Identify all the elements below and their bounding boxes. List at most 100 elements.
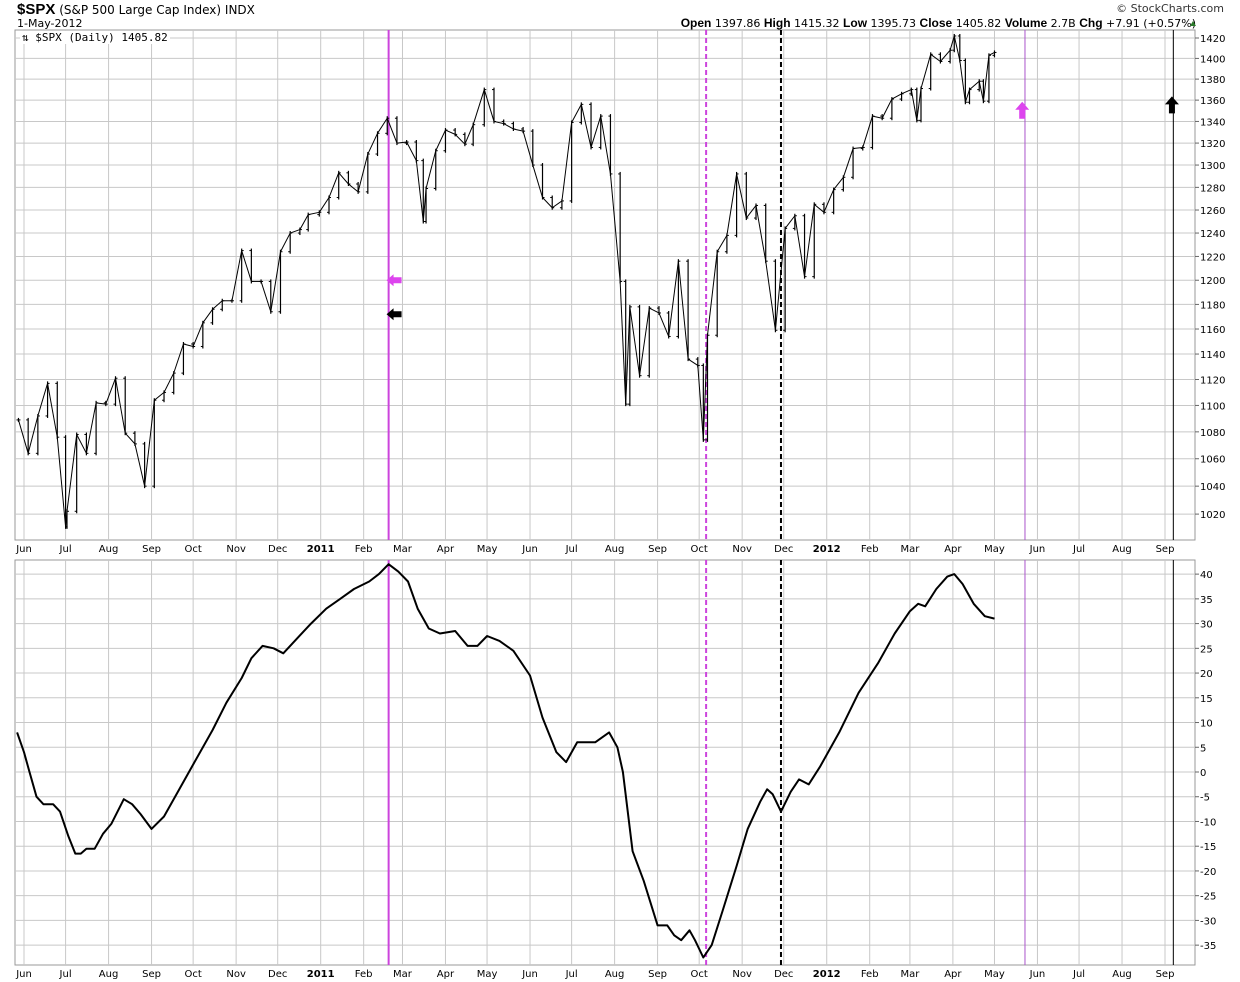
price-connector [357,153,369,192]
chg-value: +7.91 (+0.57%) [1106,17,1196,30]
y-tick-label: 1100 [1200,401,1225,412]
price-connector [260,281,272,312]
chart-title: $SPX (S&P 500 Large Cap Index) INDX [17,1,255,18]
price-connector [940,49,951,62]
price-connector [280,232,291,252]
x-tick-label: Feb [861,544,879,555]
price-connector [649,307,660,314]
volume-value: 2.7B [1050,17,1076,30]
price-connector [784,215,796,229]
price-connector [982,55,990,102]
y-tick-label: 1160 [1200,325,1225,336]
y-tick-label: 0 [1200,768,1206,779]
chart-date: 1-May-2012 [17,17,83,30]
price-connector [37,383,49,417]
y-tick-label: 1080 [1200,428,1225,439]
price-connector [590,115,602,148]
x-tick-label: Oct [691,544,708,555]
x-tick-label: Jun [15,544,32,555]
y-tick-label: -35 [1200,941,1216,952]
x-tick-label: Nov [226,544,246,555]
price-connector [969,80,980,90]
price-connector [367,133,378,155]
x-tick-label: 2011 [307,969,335,980]
price-connector [872,115,883,119]
price-connector [910,89,918,121]
y-tick-label: -5 [1200,793,1210,804]
x-tick-label: Aug [605,969,625,980]
price-connector [580,104,592,148]
y-tick-label: 1400 [1200,54,1225,65]
x-tick-label: Apr [437,544,455,555]
price-connector [231,250,243,301]
price-connector [891,93,902,100]
x-tick-label: Dec [268,969,287,980]
x-tick-label: Mar [900,544,920,555]
y-tick-label: 1300 [1200,161,1225,172]
x-tick-label: Sep [142,544,161,555]
x-tick-label: Aug [1112,544,1132,555]
x-tick-label: Jun [521,969,538,980]
ohlc-readout: Open 1397.86 High 1415.32 Low 1395.73 Cl… [681,16,1196,30]
x-tick-label: Mar [393,544,413,555]
y-tick-label: 5 [1200,743,1206,754]
x-tick-label: May [477,544,498,555]
arrow-up-icon [1164,96,1179,114]
price-connector [561,122,573,201]
x-tick-label: May [984,969,1005,980]
y-tick-label: 1380 [1200,75,1225,86]
triangle-up-icon [1190,21,1196,26]
x-tick-label: Aug [99,969,119,980]
price-connector [716,235,728,252]
y-tick-label: -10 [1200,817,1216,828]
x-tick-label: Aug [99,544,119,555]
price-connector [56,437,67,527]
price-connector [105,378,116,405]
y-tick-label: -25 [1200,892,1216,903]
price-connector [154,392,165,401]
price-connector [396,141,407,144]
price-connector [299,214,309,230]
arrow-up-icon [1015,101,1030,119]
y-tick-label: 20 [1200,669,1213,680]
price-connector [115,378,126,434]
price-connector [406,141,417,161]
x-tick-label: Sep [142,969,161,980]
y-tick-label: 1320 [1200,139,1225,150]
price-connector [571,104,582,123]
x-tick-label: Dec [774,544,793,555]
price-connector [774,228,786,331]
y-tick-label: 1260 [1200,206,1225,217]
high-value: 1415.32 [794,17,840,30]
y-tick-label: 1120 [1200,376,1225,387]
price-connector [144,400,155,487]
index-name: (S&P 500 Large Cap Index) [59,3,222,17]
price-connector [17,419,29,454]
price-connector [745,205,757,219]
x-tick-label: Dec [268,544,287,555]
price-connector [503,123,514,130]
x-tick-label: Jul [565,969,578,980]
y-tick-label: 1240 [1200,229,1225,240]
price-connector [270,251,281,312]
price-connector [212,300,223,310]
y-tick-label: 15 [1200,694,1213,705]
x-tick-label: Oct [184,544,201,555]
close-value: 1405.82 [955,17,1002,30]
x-tick-label: Oct [691,969,708,980]
x-tick-label: Apr [944,544,962,555]
plot-area-1 [14,29,1196,541]
y-tick-label: 40 [1200,570,1213,581]
price-connector [308,211,320,216]
price-connector [765,261,776,331]
y-tick-label: 35 [1200,595,1213,606]
price-connector [348,183,359,193]
price-connector [96,402,106,405]
price-connector [445,129,456,135]
bar-chart-icon: ⇅ [22,31,29,44]
exchange: INDX [224,3,255,17]
price-connector [881,98,893,119]
price-connector [959,60,966,103]
price-connector [668,261,679,337]
